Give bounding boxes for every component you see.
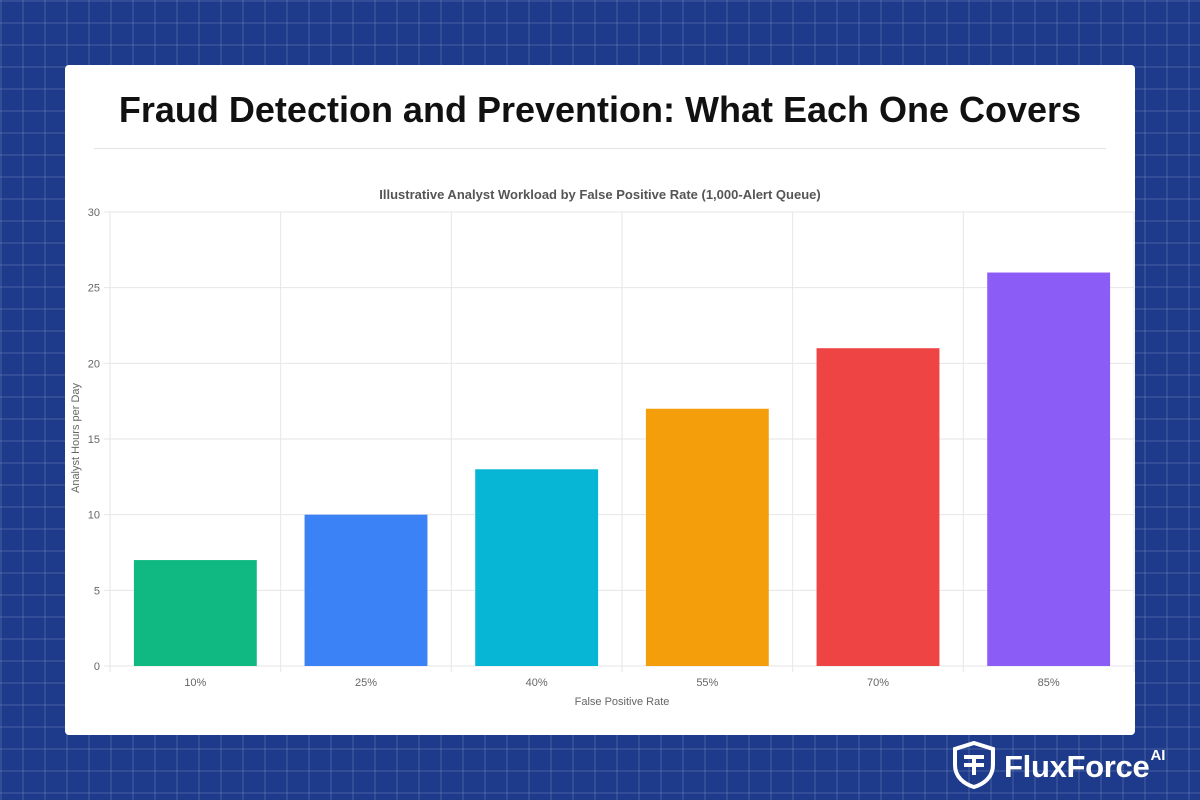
x-tick-label: 25% [355,677,377,689]
bars [133,272,1111,666]
y-tick-label: 10 [88,510,100,522]
brand-logo: FluxForce AI [952,740,1166,794]
y-tick-label: 5 [94,585,100,597]
x-tick-label: 70% [867,677,889,689]
page-title: Fraud Detection and Prevention: What Eac… [118,89,1082,130]
y-tick-label: 25 [88,283,100,295]
x-tick-label: 40% [526,677,548,689]
chart-title: Illustrative Analyst Workload by False P… [379,187,820,202]
x-tick-label: 10% [184,677,206,689]
title-divider [94,148,1106,149]
grid [104,211,1135,672]
tick-labels: 0 5 10 15 20 25 30 10% 25% 40% 55% 70% 85% [88,207,1060,689]
brand-suffix: AI [1150,746,1166,764]
bar [133,560,257,666]
bar [475,469,599,666]
y-tick-label: 30 [88,207,100,219]
y-tick-label: 15 [88,434,100,446]
y-tick-label: 20 [88,358,100,370]
bar [987,272,1111,666]
y-axis-label: Analyst Hours per Day [70,382,82,493]
bar [304,514,428,666]
x-tick-label: 85% [1038,677,1060,689]
brand-name: FluxForce [1004,749,1150,784]
x-tick-label: 55% [696,677,718,689]
x-axis-label: False Positive Rate [575,696,670,708]
bar [645,408,769,666]
bar [816,348,940,666]
shield-logo-icon [952,740,996,794]
y-tick-label: 0 [94,661,100,673]
